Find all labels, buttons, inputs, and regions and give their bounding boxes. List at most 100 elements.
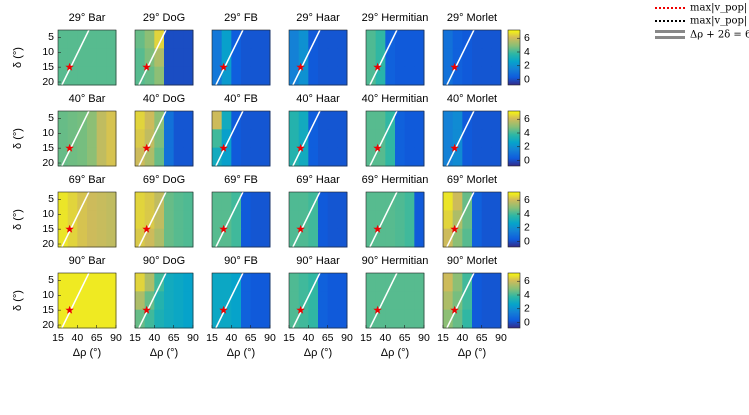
panel-frame <box>57 29 117 86</box>
heat-cell <box>404 210 415 230</box>
heat-cell <box>96 129 107 149</box>
heat-cell <box>366 309 377 329</box>
heat-cell <box>404 228 415 248</box>
panel-frame <box>134 110 194 167</box>
heat-cell <box>491 48 502 68</box>
x-tick-label: 15 <box>360 332 372 344</box>
heat-cell <box>337 291 348 311</box>
colorbar-tick-label: 6 <box>524 32 530 44</box>
heat-cell <box>221 273 232 292</box>
heat-cell <box>106 309 117 329</box>
legend-label: max|v_pop| = 4 <box>690 16 749 27</box>
heat-cell <box>462 210 473 230</box>
heat-cell <box>250 129 261 149</box>
y-tick-label: 15 <box>42 223 54 235</box>
constraint-line <box>138 29 167 86</box>
y-tick-label: 5 <box>48 31 54 43</box>
heat-cell <box>337 129 348 149</box>
heat-cell <box>144 30 155 49</box>
colorbar-tick-label: 6 <box>524 113 530 125</box>
heat-cell <box>337 309 348 329</box>
heat-cell <box>87 210 98 230</box>
panel-title: 90° Hermitian <box>362 255 429 267</box>
heat-cell <box>443 30 454 49</box>
heat-cell <box>67 192 78 211</box>
heat-cell <box>212 30 223 49</box>
heat-cell <box>404 291 415 311</box>
y-tick-label: 10 <box>42 289 54 301</box>
heat-cell <box>96 309 107 329</box>
heat-cell <box>452 309 463 329</box>
heat-cell <box>308 147 319 167</box>
heat-cell <box>375 192 386 211</box>
heat-cell <box>106 291 117 311</box>
heat-cell <box>298 309 309 329</box>
heat-cell <box>443 228 454 248</box>
heat-cell <box>241 48 252 68</box>
heat-cell <box>144 111 155 130</box>
heat-cell <box>491 309 502 329</box>
y-axis-label: δ (°) <box>12 128 24 149</box>
heat-cell <box>231 66 242 86</box>
heat-cell <box>231 48 242 68</box>
star-marker <box>296 305 305 314</box>
heat-cell <box>414 309 425 329</box>
heat-cell <box>144 291 155 311</box>
y-tick-label: 15 <box>42 61 54 73</box>
heat-cell <box>327 66 338 86</box>
x-tick-label: 65 <box>399 332 411 344</box>
heat-cell <box>462 147 473 167</box>
heat-cell <box>106 192 117 211</box>
heat-cell <box>250 273 261 292</box>
heat-cell <box>67 309 78 329</box>
heat-cell <box>67 66 78 86</box>
heat-cell <box>260 309 271 329</box>
heat-cell <box>77 48 88 68</box>
heat-cell <box>173 228 184 248</box>
heat-cell <box>462 48 473 68</box>
heat-cell <box>231 291 242 311</box>
heat-cell <box>375 228 386 248</box>
star-marker <box>373 305 382 314</box>
y-tick-label: 20 <box>42 76 54 88</box>
x-tick-label: 90 <box>418 332 430 344</box>
heat-cell <box>106 273 117 292</box>
star-marker <box>65 62 74 71</box>
heat-cell <box>462 30 473 49</box>
x-tick-label: 65 <box>168 332 180 344</box>
heat-cell <box>173 111 184 130</box>
constraint-line <box>369 191 398 248</box>
heat-cell <box>375 66 386 86</box>
heat-cell <box>173 48 184 68</box>
panel-title: 69° Haar <box>296 174 340 186</box>
heat-cell <box>337 66 348 86</box>
heat-cell <box>77 291 88 311</box>
heat-cell <box>144 129 155 149</box>
panel-frame <box>211 191 271 248</box>
heat-cell <box>58 129 69 149</box>
heat-cell <box>183 30 194 49</box>
heat-cell <box>385 30 396 49</box>
panel-frame <box>288 110 348 167</box>
heat-cell <box>135 48 146 68</box>
heat-cell <box>173 291 184 311</box>
panel-frame <box>211 272 271 329</box>
heat-cell <box>135 147 146 167</box>
panel-frame <box>288 272 348 329</box>
heat-cell <box>221 66 232 86</box>
star-marker <box>219 224 228 233</box>
heat-cell <box>337 111 348 130</box>
heat-cell <box>327 273 338 292</box>
heat-cell <box>472 291 483 311</box>
heat-cell <box>144 210 155 230</box>
heat-cell <box>481 129 492 149</box>
heat-cell <box>327 210 338 230</box>
heat-cell <box>298 291 309 311</box>
y-tick-label: 20 <box>42 238 54 250</box>
heat-cell <box>231 210 242 230</box>
colorbar-tick-label: 0 <box>524 154 530 166</box>
heat-cell <box>414 291 425 311</box>
constraint-line <box>446 272 475 329</box>
heat-cell <box>154 147 165 167</box>
